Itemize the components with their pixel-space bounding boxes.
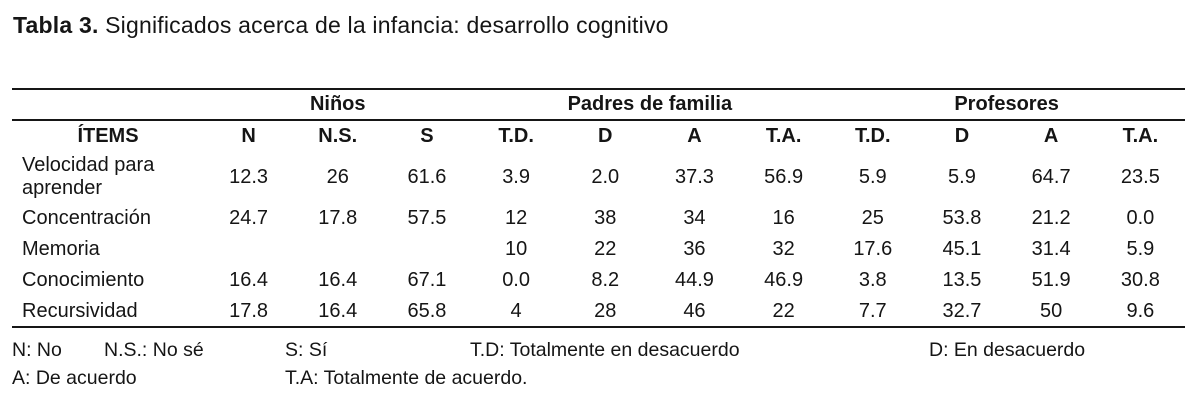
cell: 57.5 [407, 207, 447, 229]
cell: 21.2 [1031, 207, 1071, 229]
cell: 5.9 [1126, 238, 1155, 260]
cell: 30.8 [1120, 269, 1160, 291]
cell: 51.9 [1031, 269, 1071, 291]
group-header-row: Niños Padres de familia Profesores [12, 88, 1185, 121]
cell: 10 [504, 238, 528, 260]
cell: 5.9 [858, 165, 887, 188]
cell: 64.7 [1031, 165, 1071, 188]
cell: 12.3 [229, 165, 269, 188]
col-header-a-padres: A [687, 124, 702, 147]
legend-item-a: A: De acuerdo [12, 367, 137, 389]
row-label: Memoria [22, 238, 100, 260]
cell: 17.6 [853, 238, 893, 260]
cell [382, 234, 471, 265]
legend-item-s: S: Sí [285, 339, 328, 361]
table-caption-text: Significados acerca de la infancia: desa… [98, 12, 669, 38]
cell: 7.7 [828, 296, 918, 328]
table-row: Conocimiento 16.4 16.4 67.1 0.0 8.2 44.9… [12, 265, 1185, 296]
cell [204, 234, 293, 265]
cell: 46.9 [764, 269, 804, 291]
col-header-td-profesores: T.D. [855, 124, 891, 147]
cell: 17.8 [318, 207, 358, 229]
group-header-ninos: Niños [204, 88, 472, 121]
group-header-padres: Padres de familia [471, 88, 829, 121]
cell: 32.7 [917, 296, 1007, 328]
cell: 56.9 [764, 165, 804, 188]
col-header-ta-padres: T.A. [765, 124, 802, 147]
abbreviation-legend: N: No N.S.: No sé S: Sí T.D: Totalmente … [12, 339, 1185, 397]
cell: 38 [594, 207, 617, 229]
col-header-a-profesores: A [1043, 124, 1059, 147]
group-header-profesores: Profesores [828, 88, 1185, 121]
col-header-n: N [241, 124, 256, 147]
legend-item-d: D: En desacuerdo [929, 339, 1086, 361]
table-caption-number: Tabla 3. [13, 12, 99, 38]
table-row: Velocidad para aprender 12.3 26 61.6 3.9… [12, 151, 1185, 203]
row-label: Recursividad [12, 296, 204, 328]
cell: 16.4 [318, 269, 358, 291]
cell: 50 [1006, 296, 1096, 328]
cell: 36 [683, 238, 706, 260]
cell: 46 [649, 296, 740, 328]
legend-item-td: T.D: Totalmente en desacuerdo [470, 339, 740, 361]
column-header-row: ÍTEMS N N.S. S T.D. D A T.A. T.D. D A T.… [12, 120, 1185, 151]
cell: 32 [772, 238, 795, 260]
cell: 25 [861, 207, 884, 229]
table-row: Concentración 24.7 17.8 57.5 12 38 34 16… [12, 203, 1185, 234]
cell: 17.8 [204, 296, 294, 328]
cell: 67.1 [407, 269, 447, 291]
col-header-items: ÍTEMS [77, 124, 139, 147]
cell: 34 [683, 207, 706, 229]
cell: 8.2 [591, 269, 620, 291]
cell: 0.0 [502, 269, 530, 291]
group-header-spacer [12, 88, 204, 121]
cell: 5.9 [948, 165, 976, 188]
cell: 53.8 [942, 207, 982, 229]
cell: 13.5 [942, 269, 982, 291]
row-label: Conocimiento [22, 269, 145, 291]
col-header-td-padres: T.D. [498, 124, 534, 147]
cell: 23.5 [1120, 165, 1160, 188]
cell: 22 [594, 238, 617, 260]
cell: 22 [739, 296, 829, 328]
cell: 65.8 [382, 296, 472, 328]
col-header-d-profesores: D [954, 124, 970, 147]
statistics-table: Niños Padres de familia Profesores ÍTEMS… [12, 88, 1185, 328]
col-header-ns: N.S. [318, 124, 358, 147]
cell: 31.4 [1031, 238, 1071, 260]
cell: 44.9 [674, 269, 714, 291]
cell: 28 [560, 296, 650, 328]
cell: 12 [504, 207, 528, 229]
cell: 24.7 [229, 207, 269, 229]
legend-item-n: N: No [12, 339, 62, 361]
col-header-ta-profesores: T.A. [1122, 124, 1159, 147]
cell [293, 234, 382, 265]
cell: 16.4 [293, 296, 383, 328]
row-label: Concentración [22, 207, 151, 229]
cell: 16.4 [229, 269, 269, 291]
col-header-d-padres: D [598, 124, 613, 147]
table-row: Recursividad 17.8 16.4 65.8 4 28 46 22 7… [12, 296, 1185, 328]
cell: 3.9 [502, 165, 530, 188]
cell: 61.6 [407, 165, 447, 188]
table-caption: Tabla 3. Significados acerca de la infan… [13, 12, 669, 39]
cell: 45.1 [942, 238, 982, 260]
cell: 3.8 [858, 269, 887, 291]
cell: 26 [326, 165, 349, 188]
cell: 37.3 [674, 165, 714, 188]
legend-item-ns: N.S.: No sé [104, 339, 204, 361]
legend-item-ta: T.A: Totalmente de acuerdo. [285, 367, 528, 389]
row-label: Velocidad para aprender [22, 154, 155, 199]
cell: 9.6 [1095, 296, 1185, 328]
cell: 4 [471, 296, 561, 328]
cell: 2.0 [591, 165, 620, 188]
table-row: Memoria 10 22 36 32 17.6 45.1 31.4 5.9 [12, 234, 1185, 265]
cell: 16 [772, 207, 795, 229]
cell: 0.0 [1126, 207, 1155, 229]
col-header-s: S [420, 124, 434, 147]
